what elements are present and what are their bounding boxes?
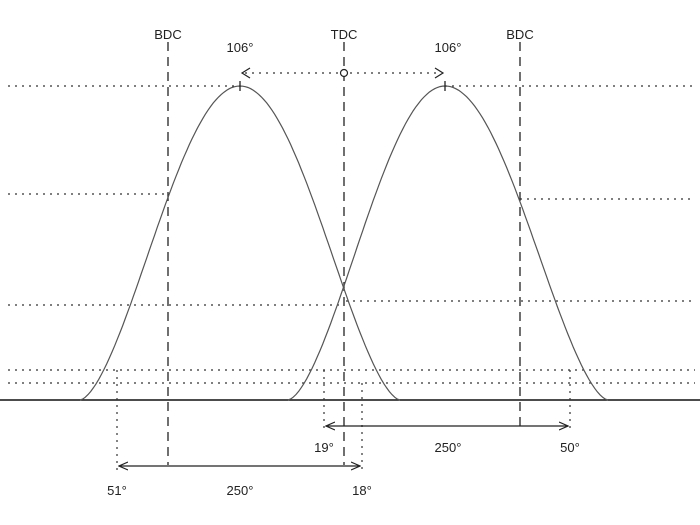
lower-open-angle-label: 51° xyxy=(107,483,127,498)
upper-duration-label: 250° xyxy=(435,440,462,455)
bdc-right-label: BDC xyxy=(506,27,533,42)
peak-right-label: 106° xyxy=(435,40,462,55)
lift-curve-right xyxy=(287,85,609,401)
lower-close-angle-label: 18° xyxy=(352,483,372,498)
bdc-left-label: BDC xyxy=(154,27,181,42)
lower-duration-label: 250° xyxy=(227,483,254,498)
lift-curve-left xyxy=(79,85,401,401)
peak-left-label: 106° xyxy=(227,40,254,55)
peak-separation-arrowhead-left xyxy=(240,67,251,79)
upper-open-angle-label: 19° xyxy=(314,440,334,455)
tdc-label: TDC xyxy=(331,27,358,42)
tdc-marker-circle xyxy=(339,68,349,78)
upper-close-angle-label: 50° xyxy=(560,440,580,455)
peak-separation-arrowhead-right xyxy=(434,67,445,79)
